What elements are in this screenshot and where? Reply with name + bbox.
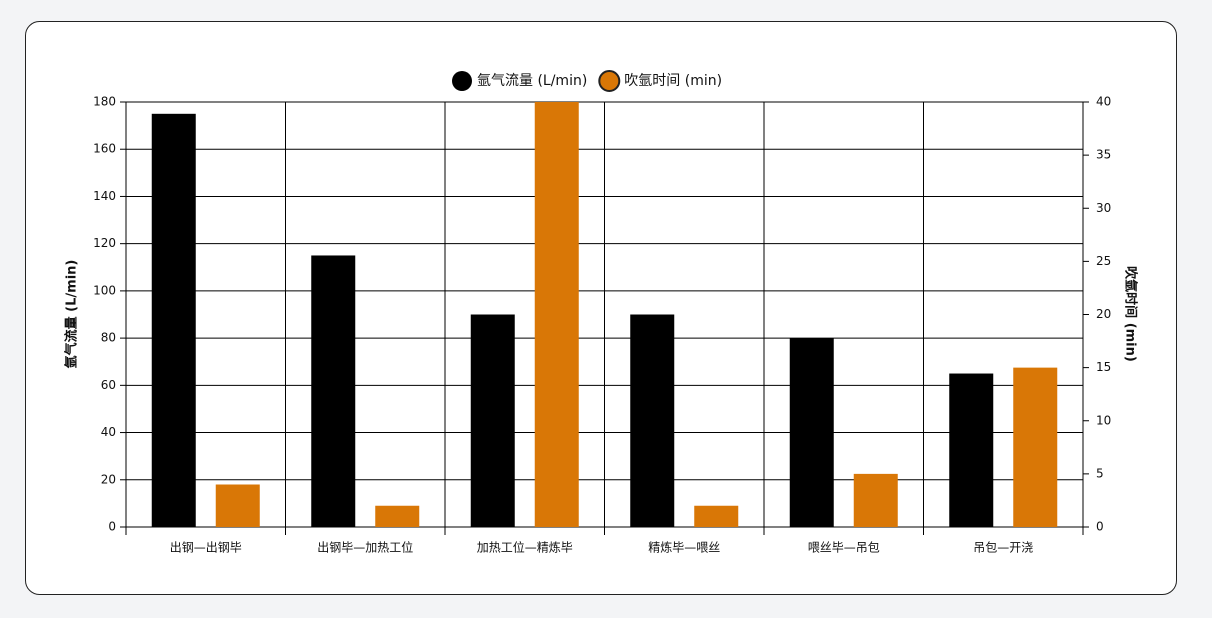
y2-tick-label: 30 bbox=[1096, 201, 1111, 215]
y-tick-label: 20 bbox=[101, 472, 116, 486]
x-tick-label: 精炼毕—喂丝 bbox=[648, 540, 720, 555]
legend-label: 吹氩时间 (min) bbox=[624, 73, 722, 89]
y2-tick-label: 40 bbox=[1096, 95, 1111, 109]
y-tick-label: 100 bbox=[93, 283, 116, 297]
y-tick-label: 60 bbox=[101, 378, 116, 392]
bar bbox=[694, 505, 739, 527]
x-tick-label: 喂丝毕—吊包 bbox=[808, 541, 880, 555]
bar bbox=[375, 505, 420, 527]
bar bbox=[853, 473, 898, 527]
x-tick-label: 加热工位—精炼毕 bbox=[477, 540, 573, 555]
bar bbox=[311, 255, 356, 527]
y-tick-label: 120 bbox=[93, 236, 116, 250]
legend-marker bbox=[452, 71, 472, 91]
x-tick-label: 出钢—出钢毕 bbox=[170, 541, 242, 555]
bar bbox=[1013, 367, 1058, 527]
legend-marker bbox=[598, 70, 621, 92]
y2-tick-label: 35 bbox=[1096, 148, 1111, 162]
y-tick-label: 80 bbox=[101, 331, 116, 345]
y-tick-label: 40 bbox=[101, 425, 116, 439]
y2-tick-label: 10 bbox=[1096, 413, 1111, 427]
y-tick-label: 140 bbox=[93, 189, 116, 203]
bar bbox=[151, 113, 196, 528]
bar bbox=[789, 338, 834, 527]
bar bbox=[534, 102, 579, 527]
bar bbox=[215, 484, 260, 527]
x-tick-label: 吊包—开浇 bbox=[973, 541, 1033, 555]
bar bbox=[630, 314, 675, 527]
y2-tick-label: 0 bbox=[1096, 520, 1104, 534]
y2-tick-label: 15 bbox=[1096, 360, 1111, 374]
y-tick-label: 0 bbox=[108, 520, 116, 534]
bar bbox=[949, 373, 994, 527]
y-tick-label: 160 bbox=[93, 142, 116, 156]
y2-axis-title: 吹氩时间 (min) bbox=[1123, 266, 1139, 362]
y-axis-title: 氩气流量 (L/min) bbox=[64, 260, 80, 369]
legend-label: 氩气流量 (L/min) bbox=[477, 73, 587, 89]
y2-tick-label: 5 bbox=[1096, 466, 1104, 480]
y-tick-label: 180 bbox=[93, 95, 116, 109]
bar bbox=[470, 314, 515, 527]
card bbox=[25, 21, 1177, 595]
x-tick-label: 出钢毕—加热工位 bbox=[317, 540, 413, 555]
y2-tick-label: 25 bbox=[1096, 254, 1111, 268]
y2-tick-label: 20 bbox=[1096, 307, 1111, 321]
